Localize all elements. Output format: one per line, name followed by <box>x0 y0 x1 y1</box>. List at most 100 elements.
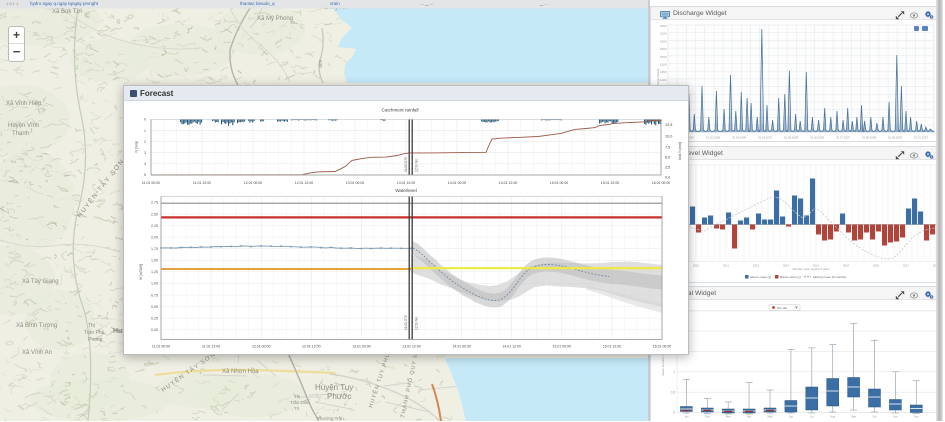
svg-text:Below mean (y): Below mean (y) <box>780 275 801 279</box>
svg-text:May: May <box>767 415 773 419</box>
svg-text:2,00: 2,00 <box>151 235 158 239</box>
svg-text:1500: 1500 <box>660 63 667 67</box>
svg-text:Catchment rainfall: Catchment rainfall <box>381 108 418 113</box>
svg-text:total N [mm]: total N [mm] <box>678 142 682 160</box>
svg-text:Xã Vĩnh Hiệp: Xã Vĩnh Hiệp <box>6 101 42 107</box>
svg-text:Jun: Jun <box>789 415 794 419</box>
svg-text:01.04.2007: 01.04.2007 <box>758 136 772 140</box>
svg-text:12.01 00:00: 12.01 00:00 <box>252 345 271 349</box>
svg-text:12:39 NU: 12:39 NU <box>415 316 419 330</box>
svg-text:5,0: 5,0 <box>665 156 670 160</box>
svg-text:4: 4 <box>144 162 146 166</box>
svg-text:Huyện Tuy: Huyện Tuy <box>315 383 353 392</box>
svg-text:WL stat: WL stat <box>777 306 787 310</box>
svg-text:01.02.2008: 01.02.2008 <box>706 136 720 140</box>
svg-text:Jul: Jul <box>810 415 814 419</box>
svg-text:12.01 12:00: 12.01 12:00 <box>302 345 321 349</box>
svg-text:Nov: Nov <box>893 415 899 419</box>
svg-text:2013: 2013 <box>783 264 790 268</box>
svg-text:01.07.2007: 01.07.2007 <box>836 136 850 140</box>
svg-text:14.01 00:00: 14.01 00:00 <box>452 345 471 349</box>
svg-text:0: 0 <box>673 411 675 415</box>
svg-text:0,00: 0,00 <box>151 328 158 332</box>
svg-text:2010: 2010 <box>693 264 700 268</box>
svg-text:3: 3 <box>144 151 146 155</box>
svg-text:01.03.2009: 01.03.2009 <box>732 136 746 140</box>
svg-text:2,5: 2,5 <box>665 166 670 170</box>
svg-text:0: 0 <box>144 118 146 122</box>
svg-text:1350: 1350 <box>660 70 667 74</box>
svg-text:2016: 2016 <box>873 264 880 268</box>
svg-text:13.01 00:00: 13.01 00:00 <box>352 345 371 349</box>
svg-text:11.01 00:00: 11.01 00:00 <box>152 345 170 349</box>
svg-text:0,5: 0,5 <box>671 390 676 394</box>
svg-text:01.06.2009: 01.06.2009 <box>810 136 824 140</box>
svg-text:Trì: Trì <box>294 406 299 411</box>
svg-text:Dec: Dec <box>914 415 920 419</box>
svg-text:vrain: vrain <box>330 1 340 6</box>
svg-text:01.08.2008: 01.08.2008 <box>862 136 876 140</box>
svg-text:Oct: Oct <box>872 415 877 419</box>
svg-text:Xã Nhơn Hòa: Xã Nhơn Hòa <box>222 369 259 375</box>
svg-text:Jan: Jan <box>684 415 689 419</box>
svg-text:7,5: 7,5 <box>665 146 670 150</box>
svg-text:thaotac bieudo_q: thaotac bieudo_q <box>240 1 275 6</box>
svg-text:Xã Mỹ Phong: Xã Mỹ Phong <box>257 16 293 22</box>
svg-text:2: 2 <box>144 140 146 144</box>
svg-text:Xã Bok Tơi: Xã Bok Tơi <box>52 9 82 15</box>
svg-text:1,50: 1,50 <box>151 259 158 263</box>
svg-text:13.01 12:00: 13.01 12:00 <box>402 345 421 349</box>
svg-text:01.05.2008: 01.05.2008 <box>784 136 798 140</box>
svg-text:2100: 2100 <box>660 32 667 36</box>
svg-text:Huyện Vĩnh: Huyện Vĩnh <box>8 123 39 129</box>
svg-text:Thị: Thị <box>88 323 95 329</box>
svg-text:1: 1 <box>673 370 675 374</box>
svg-text:1800: 1800 <box>660 47 667 51</box>
svg-text:Phường Trần...: Phường Trần... <box>317 416 347 421</box>
svg-text:N [mm]: N [mm] <box>135 141 139 152</box>
svg-text:2250: 2250 <box>660 24 667 28</box>
svg-text:Xã Tây Giang: Xã Tây Giang <box>22 279 59 285</box>
svg-text:10,0: 10,0 <box>665 135 672 139</box>
svg-text:Moving mean (6 months): Moving mean (6 months) <box>813 275 846 279</box>
svg-text:2017: 2017 <box>903 264 910 268</box>
svg-text:16.01 00:00: 16.01 00:00 <box>653 345 672 349</box>
svg-text:15.01 12:00: 15.01 12:00 <box>603 345 622 349</box>
svg-text:Trấn Phú: Trấn Phú <box>84 330 105 336</box>
svg-text:1,00: 1,00 <box>151 282 158 286</box>
svg-text:0,75: 0,75 <box>151 293 158 297</box>
svg-text:1,75: 1,75 <box>151 247 158 251</box>
svg-text:5: 5 <box>144 173 146 177</box>
svg-text:Above mean (y): Above mean (y) <box>750 275 771 279</box>
svg-text:0,0: 0,0 <box>665 176 670 180</box>
svg-text:Waterlevel: Waterlevel <box>395 188 417 193</box>
svg-text:0,50: 0,50 <box>151 305 158 309</box>
svg-text:2012: 2012 <box>753 264 760 268</box>
svg-text:Aug: Aug <box>830 415 835 419</box>
svg-text:11:00 GTV: 11:00 GTV <box>404 314 408 330</box>
svg-text:14.01 12:00: 14.01 12:00 <box>502 345 521 349</box>
svg-text:12,8: 12,8 <box>665 123 672 127</box>
svg-text:W [mTAW]: W [mTAW] <box>139 264 143 280</box>
svg-text:1650: 1650 <box>660 55 667 59</box>
svg-text:Sep: Sep <box>851 415 856 419</box>
svg-text:2011: 2011 <box>723 264 729 268</box>
svg-text:1200: 1200 <box>660 78 667 82</box>
svg-text:2,75: 2,75 <box>151 201 158 205</box>
svg-text:Phong: Phong <box>88 337 103 343</box>
svg-text:Trấn Diêu: Trấn Diêu <box>290 400 310 405</box>
svg-text:0,25: 0,25 <box>151 316 158 320</box>
svg-text:1,25: 1,25 <box>151 270 158 274</box>
svg-text:12:39 NU: 12:39 NU <box>415 158 419 172</box>
svg-text:Phước: Phước <box>327 392 351 401</box>
svg-text:2015: 2015 <box>843 264 850 268</box>
svg-text:Xã Bình Tường: Xã Bình Tường <box>16 323 57 329</box>
svg-text:15.01 00:00: 15.01 00:00 <box>553 345 572 349</box>
svg-text:01.01.2007: 01.01.2007 <box>914 136 928 140</box>
svg-text:Thị: Thị <box>294 394 300 399</box>
svg-text:Mar: Mar <box>726 415 731 419</box>
svg-text:1950: 1950 <box>660 39 667 43</box>
svg-text:630: 630 <box>318 60 323 68</box>
svg-text:Feb: Feb <box>705 415 710 419</box>
svg-text:1 5 1 J: 1 5 1 J <box>6 1 18 6</box>
